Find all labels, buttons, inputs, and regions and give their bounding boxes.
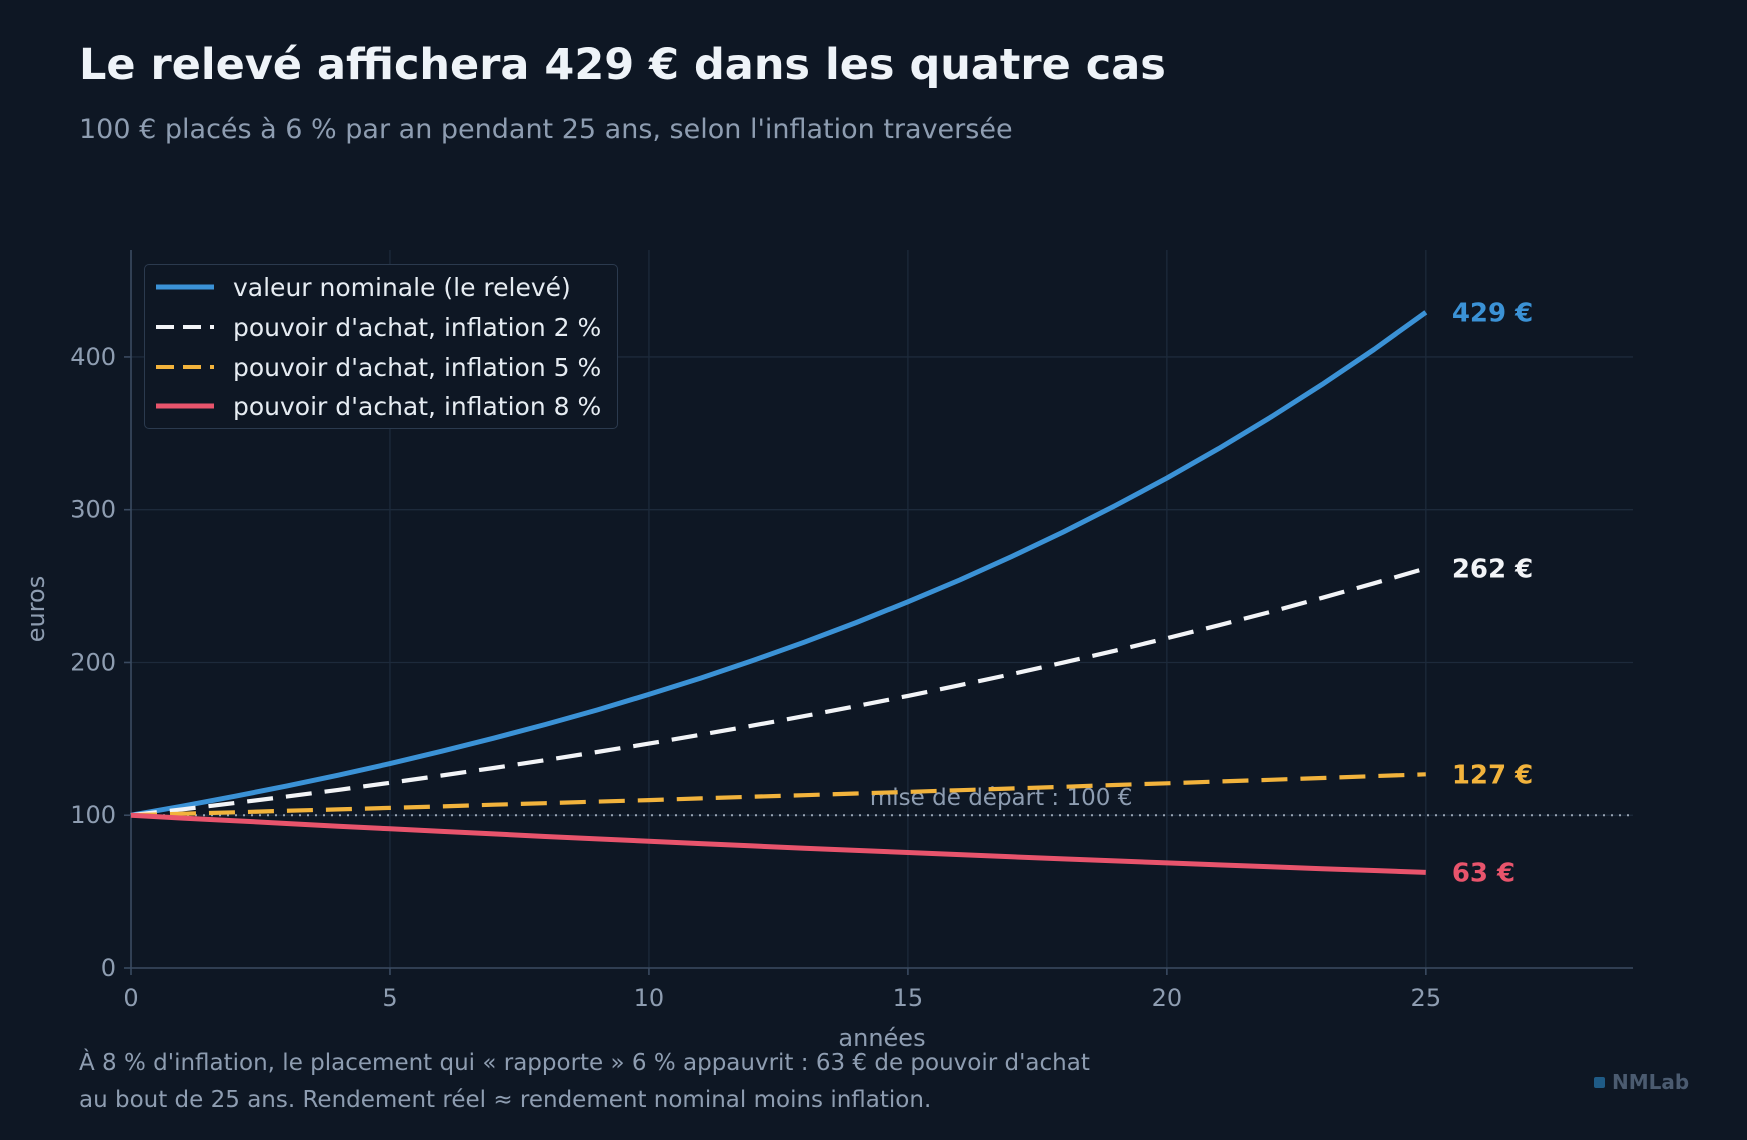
x-axis-label: années: [838, 1024, 925, 1052]
chart-caption: À 8 % d'inflation, le placement qui « ra…: [79, 1045, 1090, 1119]
caption-line-2: au bout de 25 ans. Rendement réel ≈ rend…: [79, 1087, 932, 1113]
chart-subtitle: 100 € placés à 6 % par an pendant 25 ans…: [79, 114, 1013, 145]
x-tick-label: 25: [1411, 984, 1442, 1012]
series-lines: [130, 310, 1428, 875]
y-axis-label: euros: [22, 576, 50, 643]
y-tick-label: 400: [70, 343, 116, 371]
legend-item-inflation-5: pouvoir d'achat, inflation 5 %: [154, 352, 601, 382]
chart-title: Le relevé affichera 429 € dans les quatr…: [79, 40, 1166, 90]
legend-label: pouvoir d'achat, inflation 8 %: [233, 391, 602, 421]
x-tick-label: 5: [382, 984, 397, 1012]
x-tick-label: 15: [893, 984, 924, 1012]
end-label-1: 262 €: [1452, 554, 1533, 584]
end-label-3: 63 €: [1452, 858, 1515, 888]
x-tick-label: 10: [634, 984, 665, 1012]
brand-name: NMLab: [1612, 1070, 1690, 1094]
legend-item-nominal: valeur nominale (le relevé): [154, 272, 571, 302]
axes: 0 5 10 15 20 25 0 100 200 300 400 années euros: [22, 250, 1633, 1052]
x-tick-label: 20: [1152, 984, 1183, 1012]
series-line-1: [130, 566, 1427, 818]
y-tick-label: 300: [70, 496, 116, 524]
y-tick-label: 0: [101, 954, 116, 982]
brand-logo: NMLab: [1594, 1070, 1689, 1094]
legend: valeur nominale (le relevé) pouvoir d'ac…: [144, 264, 618, 429]
legend-label: pouvoir d'achat, inflation 5 %: [233, 352, 602, 382]
end-label-2: 127 €: [1452, 760, 1533, 790]
series-line-2: [130, 772, 1426, 818]
caption-line-1: À 8 % d'inflation, le placement qui « ra…: [79, 1050, 1090, 1076]
end-labels: 429 € 262 € 127 € 63 €: [1452, 298, 1533, 888]
legend-label: pouvoir d'achat, inflation 2 %: [233, 312, 602, 342]
legend-swatch-inflation-2: [156, 325, 214, 329]
reference-line-group: mise de départ : 100 €: [131, 785, 1633, 817]
end-label-0: 429 €: [1452, 298, 1533, 328]
x-tick-label: 0: [123, 984, 138, 1012]
y-tick-label: 100: [70, 801, 116, 829]
series-line-0: [130, 310, 1428, 818]
brand-mark-icon: [1594, 1076, 1605, 1088]
legend-swatch-inflation-8: [156, 403, 214, 409]
legend-swatch-nominal: [156, 284, 214, 290]
legend-label: valeur nominale (le relevé): [233, 272, 571, 302]
legend-swatch-inflation-5: [156, 365, 214, 369]
legend-item-inflation-8: pouvoir d'achat, inflation 8 %: [154, 391, 601, 421]
y-tick-label: 200: [70, 648, 116, 676]
series-line-3: [130, 812, 1426, 875]
legend-item-inflation-2: pouvoir d'achat, inflation 2 %: [154, 312, 601, 342]
